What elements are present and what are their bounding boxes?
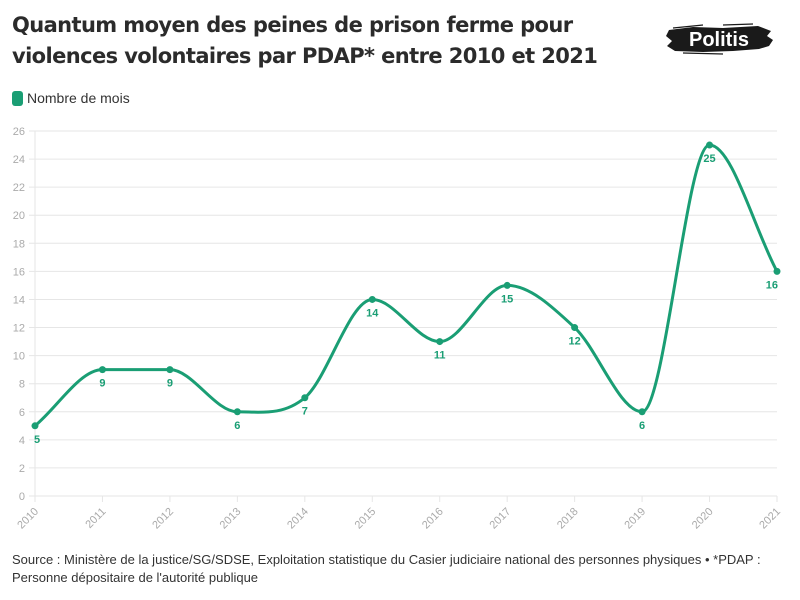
y-tick-label: 8 <box>19 379 25 391</box>
y-tick-label: 24 <box>13 154 25 166</box>
point-layer <box>31 141 781 430</box>
politis-logo: Politis <box>663 22 775 56</box>
x-tick-label: 2021 <box>757 506 783 532</box>
x-tick-label: 2016 <box>420 506 446 532</box>
data-point[interactable] <box>233 408 241 416</box>
label-layer: 5 9 9 6 7 14 11 15 12 6 25 16 <box>34 153 778 446</box>
logo-brush-icon: Politis <box>666 23 773 55</box>
data-point[interactable] <box>638 408 646 416</box>
data-label: 9 <box>99 378 105 390</box>
x-tick-label: 2019 <box>622 506 648 532</box>
y-tick-label: 2 <box>19 463 25 475</box>
y-tick-label: 0 <box>19 491 25 503</box>
data-label: 7 <box>302 406 308 418</box>
x-tick-label: 2012 <box>150 506 176 532</box>
x-tick-label: 2018 <box>555 506 581 532</box>
data-point[interactable] <box>571 324 579 332</box>
data-point[interactable] <box>503 281 511 289</box>
y-tick-label: 18 <box>13 238 25 250</box>
data-label: 9 <box>167 378 173 390</box>
y-tick-label: 12 <box>13 323 25 335</box>
data-point[interactable] <box>368 295 376 303</box>
chart-title: Quantum moyen des peines de prison ferme… <box>12 13 598 68</box>
legend: Nombre de mois <box>12 90 130 106</box>
data-label: 14 <box>366 307 379 319</box>
x-tick-label: 2011 <box>83 506 108 531</box>
logo-text: Politis <box>689 29 749 51</box>
y-tick-label: 4 <box>19 435 25 447</box>
data-label: 25 <box>703 153 715 165</box>
x-tick-label: 2017 <box>488 506 514 532</box>
y-tick-label: 22 <box>13 182 25 194</box>
data-label: 16 <box>766 279 778 291</box>
y-tick-label: 14 <box>13 294 25 306</box>
data-label: 5 <box>34 434 40 446</box>
x-tick-label: 2015 <box>353 506 379 532</box>
data-label: 11 <box>434 350 446 362</box>
data-point[interactable] <box>98 366 106 374</box>
y-tick-label: 26 <box>13 126 25 138</box>
data-label: 15 <box>501 293 513 305</box>
grid-layer <box>29 130 778 502</box>
data-point[interactable] <box>773 267 781 275</box>
source-note: Source : Ministère de la justice/SG/SDSE… <box>12 552 761 585</box>
data-label: 6 <box>234 420 240 432</box>
legend-swatch <box>12 90 23 106</box>
data-point[interactable] <box>706 141 714 149</box>
data-label: 6 <box>639 420 645 432</box>
data-point[interactable] <box>166 366 174 374</box>
data-point[interactable] <box>31 422 39 430</box>
y-tick-label: 10 <box>13 351 25 363</box>
x-tick-label: 2014 <box>285 506 311 532</box>
data-point[interactable] <box>301 394 309 402</box>
x-tick-label: 2010 <box>15 506 41 532</box>
y-tick-label: 16 <box>13 266 25 278</box>
line-chart: 0 2 4 6 8 10 12 14 16 18 20 22 24 26 2010 2011 2012 2013 2… <box>0 120 800 540</box>
y-tick-label: 20 <box>13 210 25 222</box>
legend-label: Nombre de mois <box>27 90 130 106</box>
x-tick-label: 2020 <box>690 506 716 532</box>
y-tick-label: 6 <box>19 407 25 419</box>
data-label: 12 <box>569 336 581 348</box>
data-point[interactable] <box>436 338 444 346</box>
x-tick-label: 2013 <box>218 506 244 532</box>
